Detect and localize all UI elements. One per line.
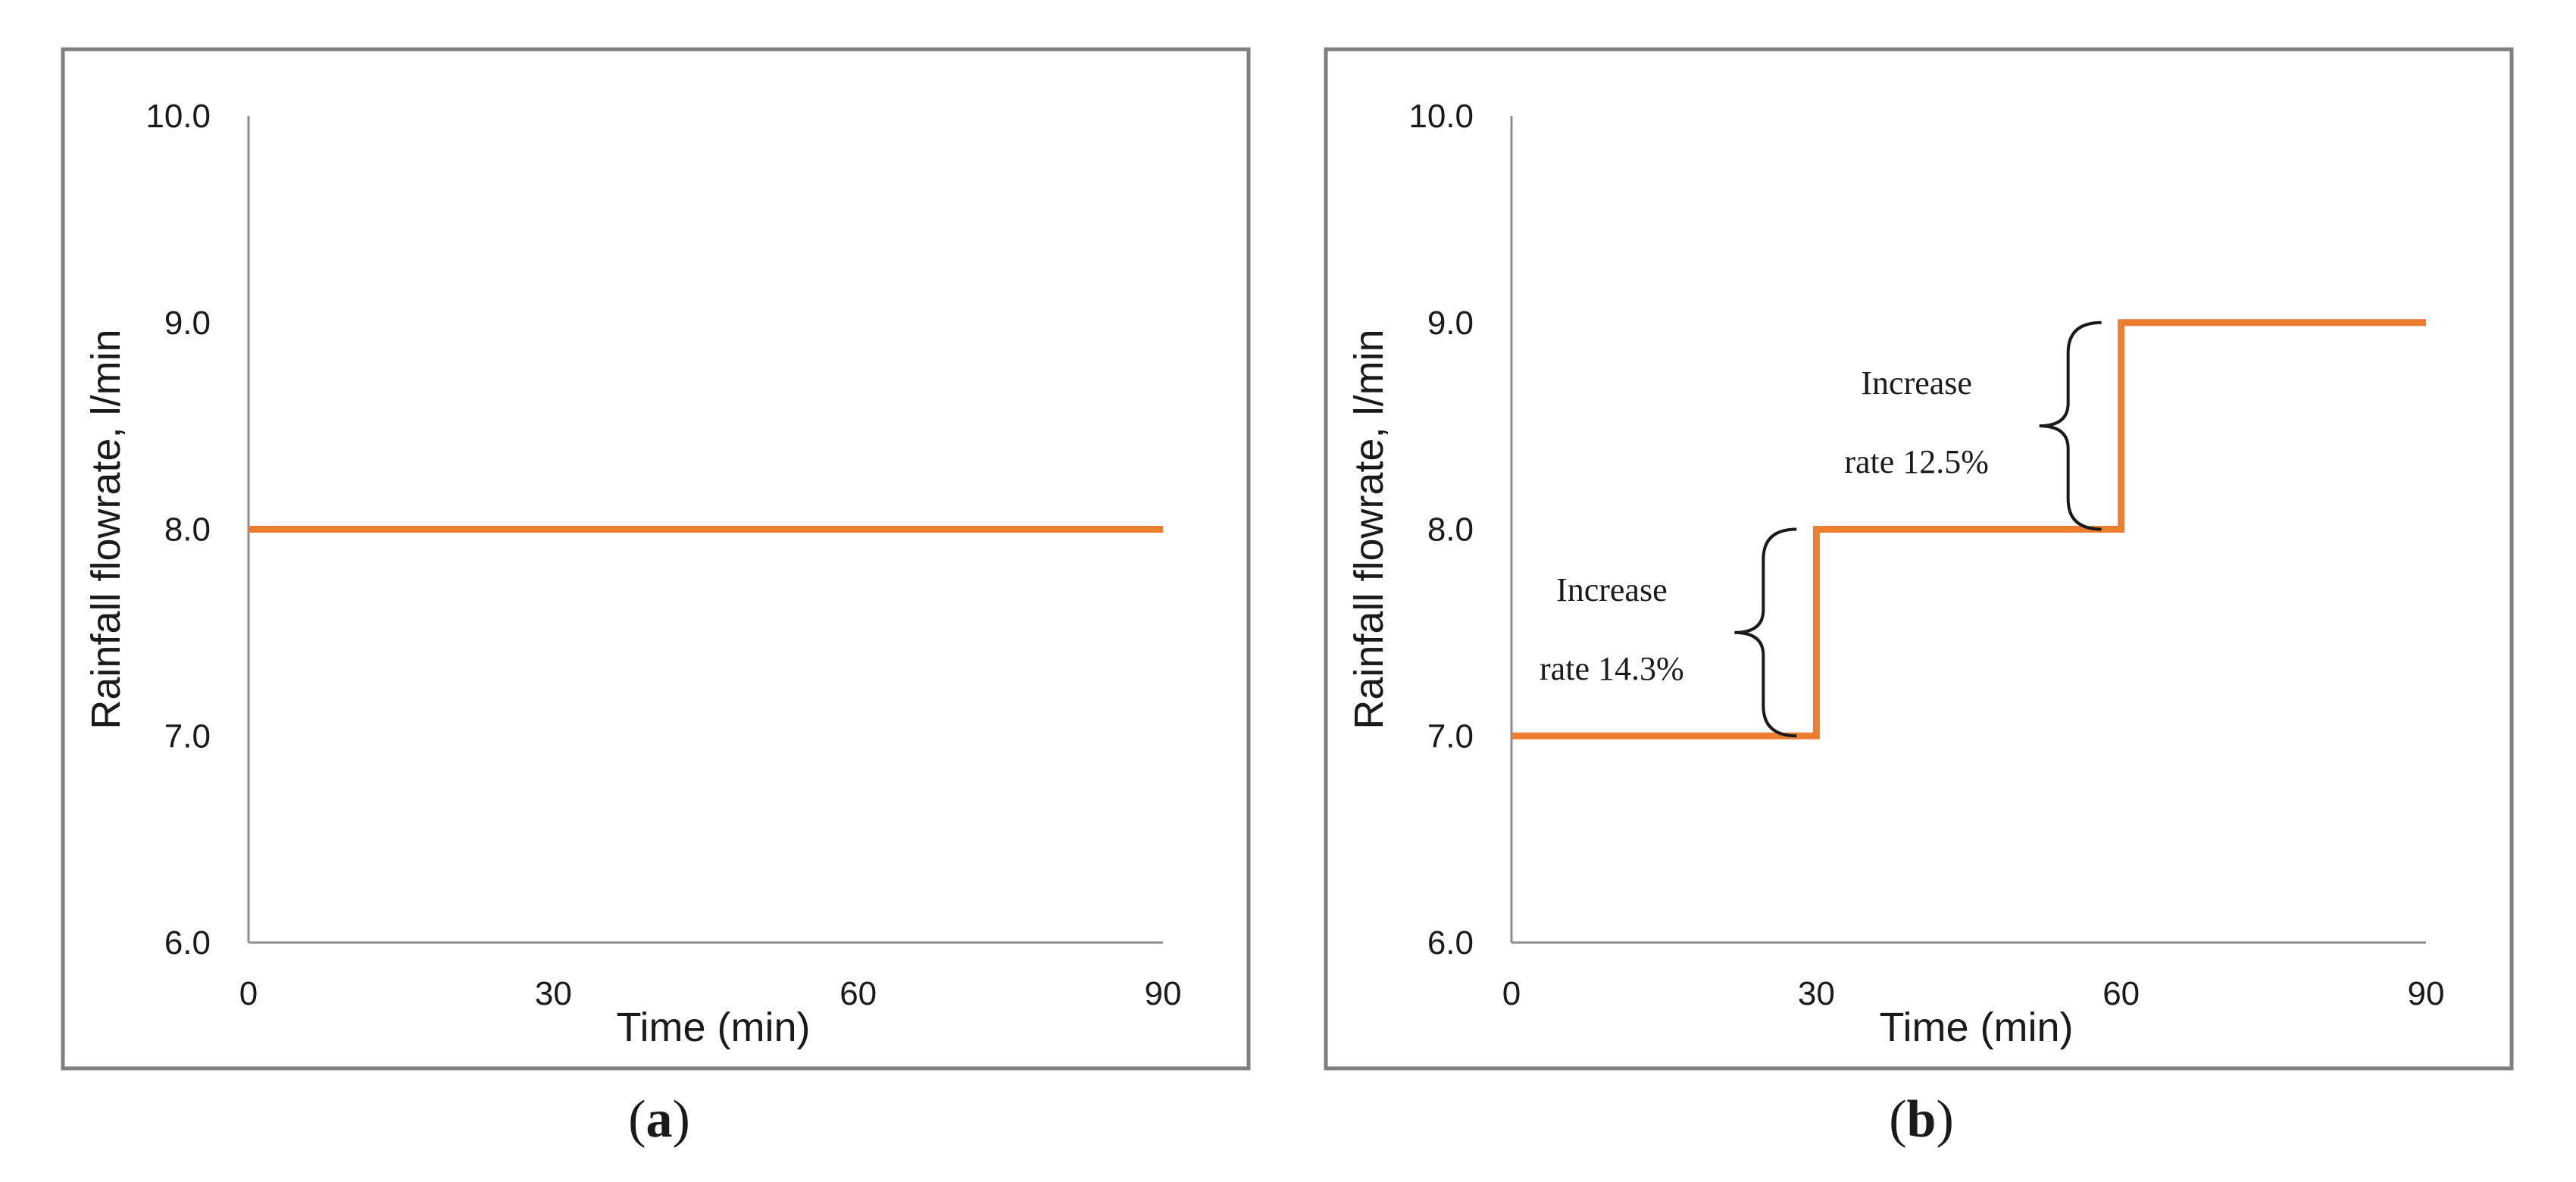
y-tick-label: 8.0: [1427, 511, 1474, 549]
caption-paren: ): [1936, 1090, 1953, 1149]
x-axis-title: Time (min): [1880, 1005, 2074, 1050]
chart-frame: [1324, 47, 2514, 1071]
y-tick-label: 6.0: [1427, 924, 1474, 962]
x-tick-label: 60: [839, 975, 877, 1012]
y-tick-label: 7.0: [1427, 718, 1474, 755]
x-tick-label: 0: [239, 975, 258, 1012]
chart-frame: [61, 47, 1251, 1071]
caption-paren: (: [628, 1090, 646, 1149]
caption-letter: b: [1907, 1090, 1937, 1149]
x-tick-label: 90: [1145, 975, 1182, 1012]
y-tick-label: 9.0: [1427, 305, 1474, 342]
caption-paren: ): [673, 1090, 690, 1149]
y-tick-label: 10.0: [145, 98, 211, 135]
x-tick-label: 90: [2408, 975, 2445, 1012]
y-tick-label: 8.0: [164, 511, 211, 549]
annotation-text-line2: rate 12.5%: [1844, 443, 1989, 480]
y-tick-label: 7.0: [164, 718, 211, 755]
annotation-text-line1: Increase: [1861, 364, 1972, 402]
y-axis-title: Rainfall flowrate, l/min: [1346, 329, 1392, 729]
panel-a: 6.0 7.0 8.0 9.0 10.0 0 30 60 90 Time (min) Rainfal…: [61, 47, 1251, 1149]
caption-letter: a: [646, 1090, 673, 1149]
x-tick-label: 60: [2102, 975, 2140, 1012]
x-tick-label: 0: [1502, 975, 1521, 1012]
annotation-text-line1: Increase: [1556, 571, 1668, 608]
curly-brace: [2039, 321, 2102, 531]
panel-caption: (b): [1889, 1090, 1954, 1149]
panel-caption: (a): [628, 1090, 690, 1149]
panel-b: 6.0 7.0 8.0 9.0 10.0 0 30 60 90 Time (min) Rainfal…: [1324, 47, 2514, 1149]
x-tick-label: 30: [535, 975, 572, 1012]
y-axis-title: Rainfall flowrate, l/min: [83, 329, 129, 729]
y-tick-label: 10.0: [1408, 98, 1474, 135]
y-tick-label: 9.0: [164, 305, 211, 342]
y-tick-label: 6.0: [164, 924, 211, 962]
annotation-text-line2: rate 14.3%: [1540, 650, 1684, 687]
curly-brace: [1734, 527, 1797, 738]
x-tick-label: 30: [1798, 975, 1835, 1012]
series-line: [1512, 319, 2426, 740]
caption-paren: (: [1889, 1090, 1906, 1149]
x-axis-title: Time (min): [617, 1005, 811, 1050]
